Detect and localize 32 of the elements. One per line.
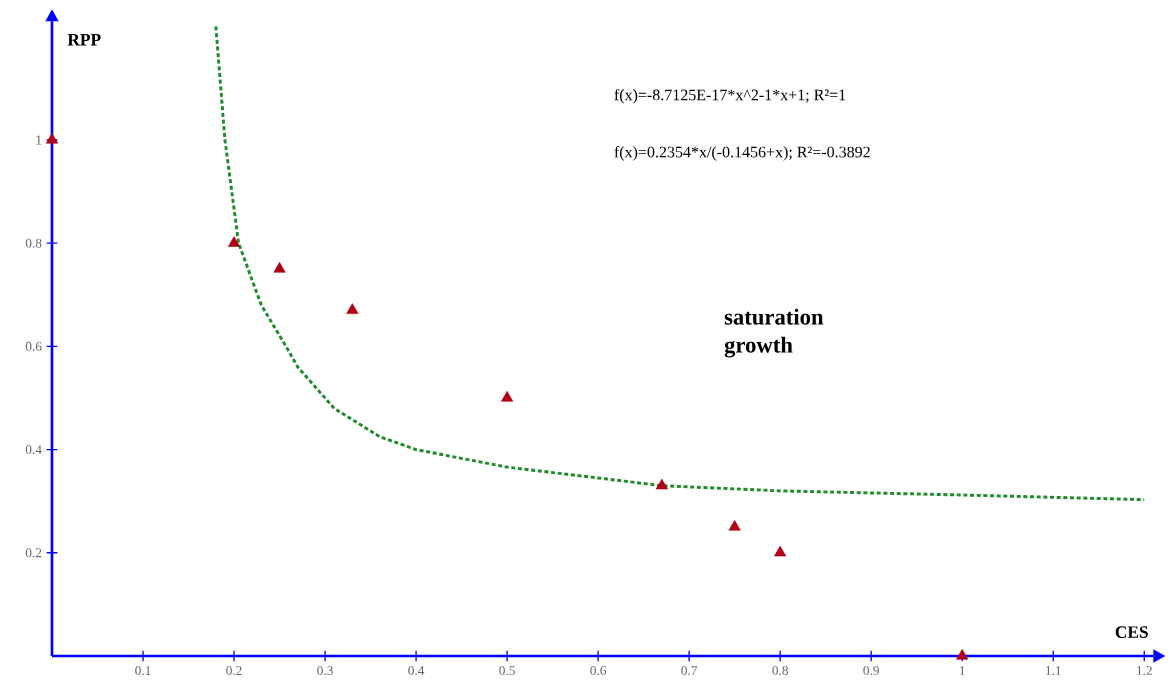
- x-tick-label: 1.1: [1046, 666, 1061, 676]
- y-axis-title: RPP: [67, 34, 101, 46]
- point: [45, 133, 59, 144]
- point: [655, 478, 668, 490]
- x-tick-label: 0.5: [499, 666, 515, 676]
- y-tick-label: 1: [36, 135, 42, 145]
- y-tick-label: 0.8: [25, 238, 42, 248]
- point: [774, 545, 787, 557]
- point: [346, 303, 359, 314]
- annotation: saturation growth: [724, 308, 824, 358]
- point: [501, 391, 514, 402]
- x-tick-label: 0.7: [681, 666, 698, 676]
- x-tick-label: 0.3: [317, 666, 333, 676]
- x-tick-label: 0.1: [135, 666, 151, 676]
- y-tick-label: 0.6: [25, 341, 42, 351]
- y-tick-label: 0.2: [25, 548, 42, 558]
- x-tick-label: 1: [960, 666, 965, 675]
- annotation: f(x)=0.2354*x/(-0.1456+x); R²=-0.3892: [614, 146, 870, 161]
- point: [956, 649, 969, 660]
- x-tick-label: 0.2: [226, 666, 242, 676]
- y-tick-label: 0.4: [25, 445, 42, 455]
- x-tick-label: 1.2: [1137, 666, 1152, 676]
- x-axis-title: CES: [1115, 626, 1148, 638]
- point: [273, 262, 286, 273]
- point: [228, 236, 241, 247]
- x-tick-label: 0.8: [772, 666, 788, 676]
- line-series: [214, 25, 1146, 502]
- point: [728, 520, 741, 531]
- x-tick-label: 0.4: [408, 666, 425, 676]
- x-tick-label: 0.6: [590, 666, 607, 676]
- x-tick-label: 0.9: [863, 666, 879, 676]
- annotation: f(x)=-8.7125E-17*x^2-1*x+1; R²=1: [614, 88, 846, 104]
